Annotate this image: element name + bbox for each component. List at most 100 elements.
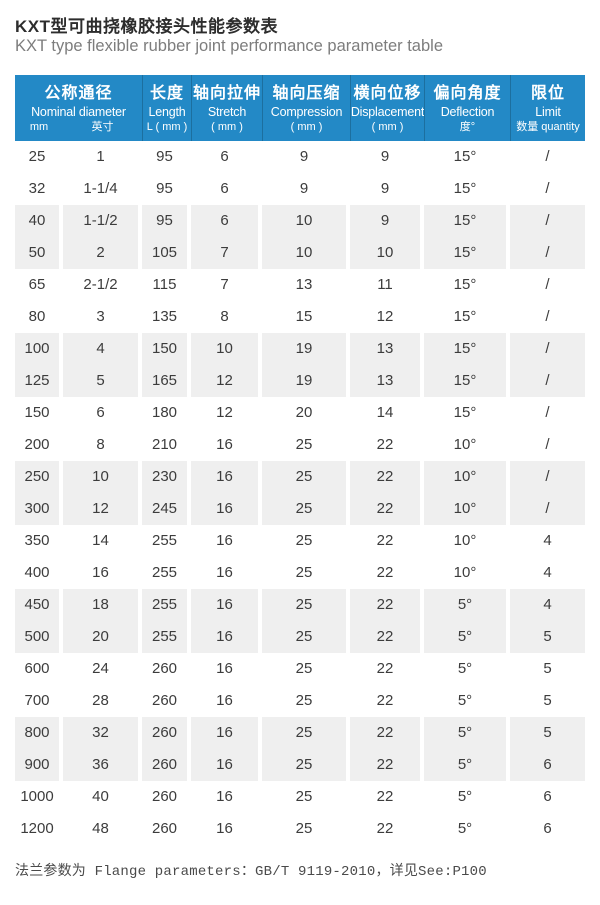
table-cell: 10 (350, 237, 420, 269)
table-row: 65 2-1/2 115 7 13 11 15° / (15, 269, 585, 301)
table-cell: 15° (424, 365, 506, 397)
table-row: 1000 40 260 16 25 22 5° 6 (15, 781, 585, 813)
table-cell: 48 (92, 820, 109, 837)
table-cell: 10 (63, 461, 138, 493)
table-cell: 11 (377, 276, 393, 293)
header-sub-unit: ( mm ) (371, 121, 404, 133)
table-cell: 1200 (20, 820, 54, 837)
table-cell: 350 (24, 532, 50, 549)
table-cell: 5 (510, 621, 585, 653)
table-cell: 6 (220, 148, 229, 165)
table-cell: 22 (376, 532, 394, 549)
table-cell: 14 (376, 404, 394, 421)
table-cell: / (545, 404, 550, 421)
table-cell: 5° (424, 749, 506, 781)
table-cell: 5° (424, 589, 506, 621)
table-cell: 5° (424, 717, 506, 749)
table-cell: 7 (220, 276, 229, 293)
table-cell: 200 (24, 436, 50, 453)
table-cell: 400 (24, 564, 50, 581)
table-cell: / (510, 493, 585, 525)
table-cell: 800 (15, 717, 59, 749)
table-cell: 300 (15, 493, 59, 525)
table-row: 250 10 230 16 25 22 10° / (15, 461, 585, 493)
header-label-zh: 轴向压缩 (272, 85, 341, 102)
table-cell: 6 (510, 749, 585, 781)
table-cell: 50 (15, 237, 59, 269)
table-cell: 25 (295, 660, 313, 677)
table-cell: 5 (510, 717, 585, 749)
table-cell: 40 (15, 205, 59, 237)
table-cell: 10° (453, 564, 477, 581)
table-cell: 22 (350, 717, 420, 749)
table-row: 500 20 255 16 25 22 5° 5 (15, 621, 585, 653)
table-row: 100 4 150 10 19 13 15° / (15, 333, 585, 365)
header-label-zh: 限位 (530, 85, 565, 102)
header-cell-nominal-diameter: 公称通径 Nominal diameter mm 英寸 (15, 75, 142, 141)
table-cell: 150 (24, 404, 50, 421)
table-cell: 5° (457, 788, 473, 805)
table-cell: 15° (424, 205, 506, 237)
table-cell: 6 (220, 180, 229, 197)
table-cell: 95 (156, 148, 173, 165)
table-cell: 245 (142, 493, 187, 525)
table-row: 300 12 245 16 25 22 10° / (15, 493, 585, 525)
table-cell: 5° (424, 621, 506, 653)
table-cell: 16 (216, 660, 233, 677)
table-cell: 12 (376, 308, 394, 325)
table-cell: 15° (453, 276, 477, 293)
header-label-zh: 横向位移 (353, 85, 422, 102)
header-sub-unit: ( mm ) (290, 121, 323, 133)
table-cell: 16 (216, 532, 233, 549)
table-cell: 500 (15, 621, 59, 653)
table-row: 600 24 260 16 25 22 5° 5 (15, 653, 585, 685)
table-cell: 900 (15, 749, 59, 781)
table-cell: 16 (216, 564, 233, 581)
table-cell: / (545, 276, 550, 293)
table-cell: 80 (28, 308, 46, 325)
table-cell: 25 (295, 820, 313, 837)
table-cell: 12 (63, 493, 138, 525)
table-cell: 4 (510, 589, 585, 621)
table-cell: 255 (151, 564, 178, 581)
table-cell: 22 (376, 436, 394, 453)
table-cell: 16 (216, 788, 233, 805)
table-cell: 22 (350, 589, 420, 621)
table-cell: / (510, 237, 585, 269)
table-cell: / (545, 308, 550, 325)
table-cell: 16 (216, 692, 233, 709)
table-cell: / (545, 180, 550, 197)
table-cell: 10° (453, 436, 477, 453)
table-cell: 25 (28, 148, 46, 165)
table-row: 900 36 260 16 25 22 5° 6 (15, 749, 585, 781)
table-cell: 260 (151, 660, 178, 677)
table-row: 125 5 165 12 19 13 15° / (15, 365, 585, 397)
table-cell: 22 (350, 749, 420, 781)
table-cell: 19 (262, 365, 346, 397)
header-label-zh: 公称通径 (44, 85, 113, 102)
table-cell: 255 (142, 589, 187, 621)
table-cell: 255 (142, 621, 187, 653)
header-label-en: Stretch (207, 105, 247, 119)
table-cell: 13 (350, 365, 420, 397)
table-cell: 65 (28, 276, 46, 293)
table-cell: 25 (262, 621, 346, 653)
table-cell: 25 (295, 692, 313, 709)
table-cell: 12 (216, 404, 233, 421)
table-cell: 10 (262, 237, 346, 269)
table-row: 150 6 180 12 20 14 15° / (15, 397, 585, 429)
table-row: 350 14 255 16 25 22 10° 4 (15, 525, 585, 557)
table-cell: 100 (15, 333, 59, 365)
table-cell: 16 (191, 717, 258, 749)
table-row: 450 18 255 16 25 22 5° 4 (15, 589, 585, 621)
table-cell: 8 (96, 436, 105, 453)
table-cell: 5 (543, 660, 552, 677)
table-row: 32 1-1/4 95 6 9 9 15° / (15, 173, 585, 205)
table-cell: 210 (151, 436, 178, 453)
table-cell: 32 (28, 180, 46, 197)
table-cell: 8 (220, 308, 229, 325)
table-cell: 16 (191, 461, 258, 493)
table-cell: 15° (453, 148, 477, 165)
table-cell: 9 (299, 148, 309, 165)
